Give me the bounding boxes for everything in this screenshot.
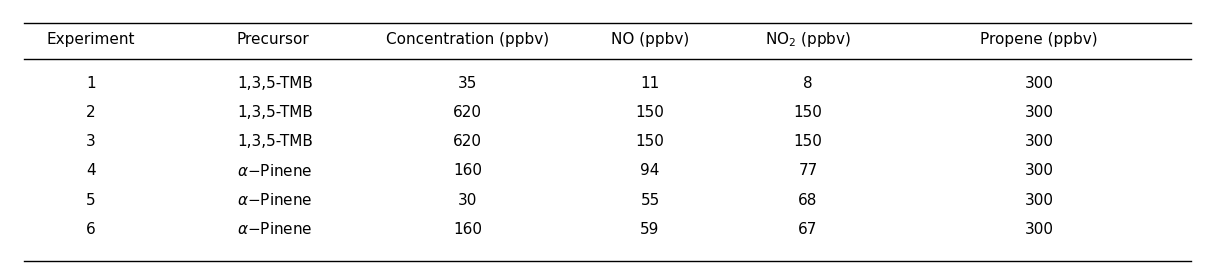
Text: 160: 160: [453, 222, 482, 237]
Text: 4: 4: [86, 164, 96, 178]
Text: 300: 300: [1024, 134, 1053, 149]
Text: 55: 55: [640, 193, 660, 207]
Text: 11: 11: [640, 76, 660, 91]
Text: 68: 68: [798, 193, 818, 207]
Text: 59: 59: [640, 222, 660, 237]
Text: 67: 67: [798, 222, 818, 237]
Text: 150: 150: [635, 134, 665, 149]
Text: 94: 94: [640, 164, 660, 178]
Text: 30: 30: [458, 193, 477, 207]
Text: 2: 2: [86, 105, 96, 120]
Text: 1: 1: [86, 76, 96, 91]
Text: 1,3,5-TMB: 1,3,5-TMB: [237, 76, 312, 91]
Text: 300: 300: [1024, 222, 1053, 237]
Text: NO (ppbv): NO (ppbv): [611, 32, 689, 47]
Text: 300: 300: [1024, 164, 1053, 178]
Text: 6: 6: [86, 222, 96, 237]
Text: 620: 620: [453, 105, 482, 120]
Text: 1,3,5-TMB: 1,3,5-TMB: [237, 134, 312, 149]
Text: 77: 77: [798, 164, 818, 178]
Text: 160: 160: [453, 164, 482, 178]
Text: 35: 35: [458, 76, 477, 91]
Text: 3: 3: [86, 134, 96, 149]
Text: $\alpha$$-$Pinene: $\alpha$$-$Pinene: [237, 192, 312, 208]
Text: $\alpha$$-$Pinene: $\alpha$$-$Pinene: [237, 163, 312, 179]
Text: 620: 620: [453, 134, 482, 149]
Text: 150: 150: [793, 134, 823, 149]
Text: 150: 150: [635, 105, 665, 120]
Text: 1,3,5-TMB: 1,3,5-TMB: [237, 105, 312, 120]
Text: 300: 300: [1024, 105, 1053, 120]
Text: 150: 150: [793, 105, 823, 120]
Text: NO$_2$ (ppbv): NO$_2$ (ppbv): [765, 30, 850, 49]
Text: Concentration (ppbv): Concentration (ppbv): [386, 32, 549, 47]
Text: Precursor: Precursor: [237, 32, 310, 47]
Text: Propene (ppbv): Propene (ppbv): [981, 32, 1097, 47]
Text: 300: 300: [1024, 193, 1053, 207]
Text: 300: 300: [1024, 76, 1053, 91]
Text: $\alpha$$-$Pinene: $\alpha$$-$Pinene: [237, 221, 312, 237]
Text: 5: 5: [86, 193, 96, 207]
Text: Experiment: Experiment: [47, 32, 135, 47]
Text: 8: 8: [803, 76, 813, 91]
